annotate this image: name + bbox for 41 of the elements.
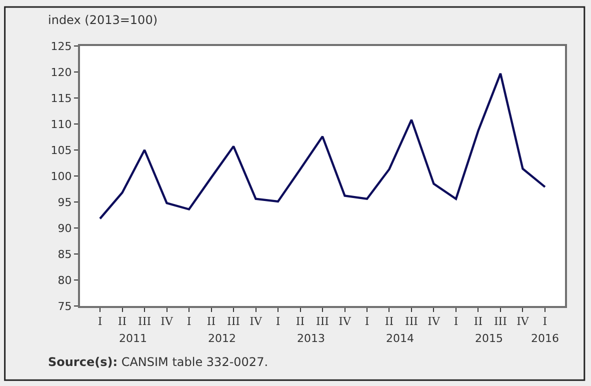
y-tick-label: 90 [58,222,72,235]
y-tick-label: 85 [58,248,72,261]
x-tick-label: III [138,315,152,328]
text: 2016 [531,332,559,345]
text: 2012 [208,332,236,345]
y-tick-label: 115 [50,92,72,105]
y-tick-label: 125 [50,40,72,53]
text: 2011 [119,332,147,345]
x-tick-label: IV [516,315,530,328]
x-tick-label: I [454,315,458,328]
x-tick-label: II [384,315,394,328]
text: 2014 [386,332,414,345]
x-tick-label: IV [160,315,174,328]
x-tick-label: II [296,315,305,328]
x-tick-label: II [474,315,483,328]
y-tick-label: 75 [58,300,72,313]
source-note: Source(s): CANSIM table 332-0027. [48,355,268,369]
y-tick-label: 95 [58,196,72,209]
y-tick-label: 110 [50,118,72,131]
x-tick-label: I [276,315,280,328]
y-tick-label: 80 [58,274,72,287]
y-tick-label: 100 [50,170,72,183]
y-tick-label: 120 [50,66,72,79]
y-axis-title: index (2013=100) [48,13,158,27]
x-tick-label: II [118,315,127,328]
text: 2015 [475,332,503,345]
x-tick-label: I [98,315,102,328]
x-tick-label: IV [250,315,263,328]
line-series [98,72,546,220]
x-tick-label: III [316,315,330,328]
x-tick-label: I [542,315,548,328]
x-tick-label: I [186,315,192,328]
x-tick-label: I [364,315,370,328]
x-tick-label: IV [338,315,352,328]
x-tick-label: II [206,315,216,328]
text: 2013 [297,332,325,345]
x-tick-label: III [494,315,508,328]
x-tick-label: IV [428,315,441,328]
x-tick-label: III [226,315,240,328]
x-tick-label: III [404,315,418,328]
y-tick-label: 105 [50,144,72,157]
